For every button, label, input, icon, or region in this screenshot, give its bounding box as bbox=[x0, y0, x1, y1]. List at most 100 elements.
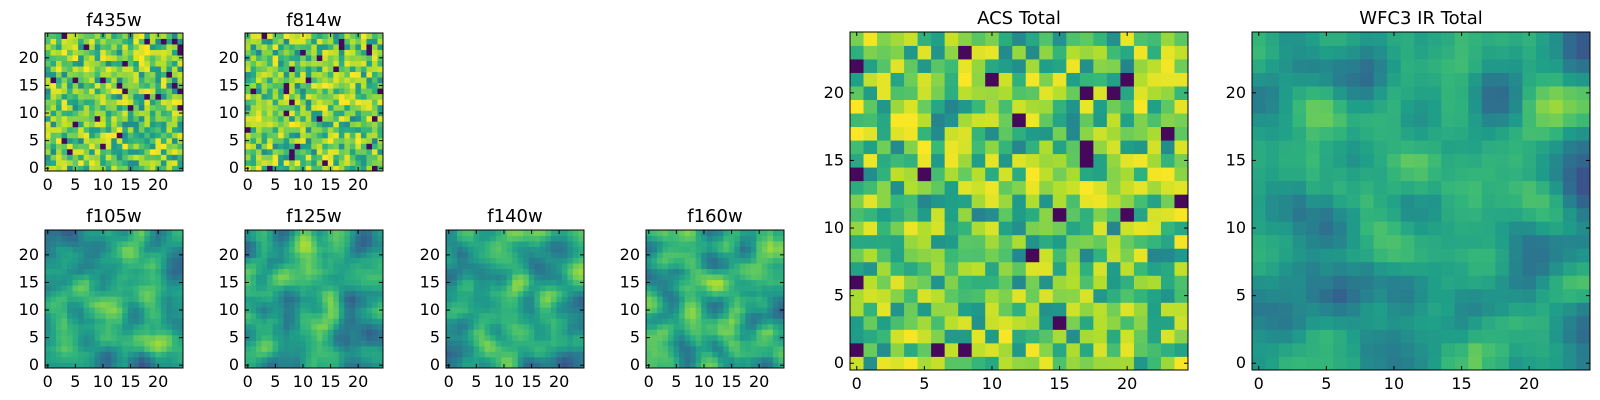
heatmap-cell bbox=[512, 257, 519, 264]
heatmap-cell bbox=[1265, 356, 1280, 371]
heatmap-cell bbox=[745, 323, 752, 330]
heatmap-cell bbox=[305, 334, 312, 341]
heatmap-cell bbox=[457, 323, 463, 330]
heatmap-cell bbox=[305, 143, 312, 150]
heatmap-cell bbox=[1319, 356, 1334, 371]
heatmap-cell bbox=[1133, 234, 1148, 249]
heatmap-cell bbox=[495, 356, 502, 363]
heatmap-cell bbox=[250, 279, 257, 286]
heatmap-cell bbox=[971, 45, 986, 60]
heatmap-cell bbox=[1373, 329, 1388, 344]
heatmap-cell bbox=[45, 268, 51, 275]
heatmap-cell bbox=[756, 274, 763, 281]
heatmap-cell bbox=[1562, 248, 1577, 263]
heatmap-cell bbox=[1292, 180, 1307, 195]
heatmap-cell bbox=[155, 71, 162, 78]
heatmap-cell bbox=[517, 340, 524, 347]
heatmap-cell bbox=[717, 329, 724, 336]
heatmap-cell bbox=[127, 132, 134, 139]
heatmap-cell bbox=[451, 235, 458, 242]
heatmap-cell bbox=[261, 285, 268, 292]
heatmap-cell bbox=[289, 38, 296, 45]
x-tick-label: 15 bbox=[521, 372, 541, 391]
heatmap-cell bbox=[78, 60, 85, 67]
heatmap-cell bbox=[662, 285, 669, 292]
heatmap-cell bbox=[272, 71, 279, 78]
heatmap-cell bbox=[138, 137, 145, 144]
heatmap-cell bbox=[1468, 342, 1483, 357]
heatmap-cell bbox=[446, 263, 452, 270]
heatmap-cell bbox=[272, 307, 279, 314]
heatmap-cell bbox=[931, 194, 946, 209]
heatmap-cell bbox=[83, 66, 90, 73]
heatmap-cell bbox=[133, 99, 140, 106]
heatmap-cell bbox=[366, 88, 373, 95]
heatmap-cell bbox=[1066, 180, 1081, 195]
y-tick-label: 10 bbox=[219, 300, 239, 319]
heatmap-cell bbox=[272, 296, 279, 303]
heatmap-cell bbox=[1133, 126, 1148, 141]
heatmap-cell bbox=[651, 345, 658, 352]
heatmap-cell bbox=[261, 329, 268, 336]
heatmap-cell bbox=[122, 143, 129, 150]
heatmap-cell bbox=[138, 301, 145, 308]
heatmap-cell bbox=[1039, 140, 1054, 155]
heatmap-cell bbox=[160, 44, 167, 50]
heatmap-cell bbox=[457, 312, 463, 319]
heatmap-cell bbox=[45, 154, 51, 161]
heatmap-cell bbox=[177, 66, 184, 73]
heatmap-cell bbox=[917, 261, 932, 276]
heatmap-cell bbox=[171, 252, 178, 258]
heatmap-cell bbox=[490, 362, 497, 369]
heatmap-cell bbox=[523, 263, 530, 270]
heatmap-cell bbox=[94, 88, 101, 95]
heatmap-cell bbox=[127, 71, 134, 78]
heatmap-cell bbox=[1120, 86, 1135, 100]
heatmap-cell bbox=[72, 159, 79, 166]
heatmap-cell bbox=[877, 180, 891, 195]
heatmap-cell bbox=[177, 104, 184, 111]
heatmap-cell bbox=[160, 246, 167, 253]
heatmap-cell bbox=[761, 329, 768, 336]
heatmap-cell bbox=[94, 77, 101, 84]
heatmap-cell bbox=[931, 126, 946, 141]
heatmap-cell bbox=[344, 110, 351, 117]
heatmap-cell bbox=[327, 60, 334, 67]
heatmap-cell bbox=[756, 340, 763, 347]
heatmap-cell bbox=[311, 88, 318, 95]
heatmap-cell bbox=[657, 307, 663, 314]
heatmap-cell bbox=[539, 318, 546, 325]
heatmap-cell bbox=[578, 296, 585, 303]
heatmap-cell bbox=[283, 60, 290, 67]
heatmap-cell bbox=[877, 86, 891, 100]
heatmap-cell bbox=[1025, 45, 1040, 60]
heatmap-cell bbox=[1427, 288, 1442, 303]
heatmap-cell bbox=[1373, 167, 1388, 182]
x-tick-label: 15 bbox=[320, 175, 340, 194]
heatmap-cell bbox=[45, 296, 51, 303]
heatmap-cell bbox=[171, 235, 178, 242]
heatmap-cell bbox=[94, 235, 101, 242]
heatmap-cell bbox=[985, 180, 1000, 195]
heatmap-cell bbox=[1120, 302, 1135, 317]
heatmap-cell bbox=[944, 45, 959, 60]
heatmap-cell bbox=[133, 285, 140, 292]
heatmap-cell bbox=[767, 274, 774, 281]
heatmap-cell bbox=[122, 55, 129, 61]
heatmap-cell bbox=[250, 148, 257, 155]
heatmap-cell bbox=[138, 307, 145, 314]
heatmap-cell bbox=[1549, 234, 1564, 249]
heatmap-cell bbox=[160, 301, 167, 308]
heatmap-cell bbox=[177, 33, 184, 39]
heatmap-cell bbox=[300, 318, 307, 325]
heatmap-cell bbox=[160, 49, 167, 56]
heatmap-cell bbox=[283, 241, 290, 247]
heatmap-cell bbox=[1025, 275, 1040, 290]
heatmap-cell bbox=[545, 246, 552, 253]
heatmap-cell bbox=[684, 290, 691, 297]
heatmap-cell bbox=[78, 82, 85, 89]
heatmap-cell bbox=[1306, 221, 1320, 236]
heatmap-cell bbox=[377, 66, 384, 73]
heatmap-cell bbox=[1292, 167, 1307, 182]
heatmap-cell bbox=[122, 329, 129, 336]
